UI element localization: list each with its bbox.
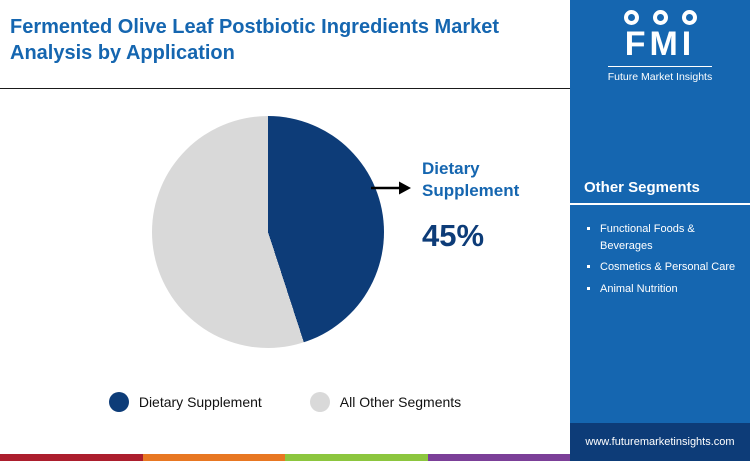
sidebar: FMI Future Market Insights Other Segment… (570, 0, 750, 461)
sidebar-footer: www.futuremarketinsights.com (570, 423, 750, 461)
chart-legend: Dietary Supplement All Other Segments (0, 392, 570, 412)
page-title: Fermented Olive Leaf Postbiotic Ingredie… (10, 16, 500, 64)
legend-swatch-dietary-supplement (108, 392, 129, 412)
legend-item-all-other-segments: All Other Segments (309, 392, 462, 412)
legend-swatch-all-other-segments (309, 392, 330, 412)
legend-label: All Other Segments (339, 394, 462, 410)
strip-segment-red (0, 454, 143, 461)
list-item: Functional Foods & Beverages (600, 221, 750, 254)
fmi-logo-icon-middle (652, 10, 668, 25)
strip-segment-green (285, 454, 428, 461)
fmi-logo-subtitle: Future Market Insights (607, 66, 713, 83)
fmi-logo-icon-right (681, 10, 697, 25)
fmi-logo-icon-left (623, 10, 639, 25)
callout-arrow-icon (371, 181, 411, 195)
other-segments-heading: Other Segments (584, 179, 700, 196)
other-segments-list: Functional Foods & Beverages Cosmetics &… (570, 221, 750, 297)
fmi-logo-text: FMI (624, 25, 696, 63)
fmi-logo-icons (570, 10, 750, 25)
legend-label: Dietary Supplement (138, 394, 262, 410)
title-divider (0, 88, 570, 89)
legend-item-dietary-supplement: Dietary Supplement (108, 392, 262, 412)
strip-segment-purple (427, 454, 570, 461)
callout-value: 45% (422, 218, 485, 254)
list-item: Animal Nutrition (600, 281, 750, 298)
pie-chart (152, 116, 384, 348)
website-url[interactable]: www.futuremarketinsights.com (585, 436, 735, 448)
chart-panel: Fermented Olive Leaf Postbiotic Ingredie… (0, 16, 570, 461)
pie-callout: Dietary Supplement 45% (422, 158, 542, 254)
callout-label: Dietary Supplement (422, 159, 520, 201)
fmi-logo: FMI Future Market Insights (570, 0, 750, 85)
brand-color-strip (0, 454, 570, 461)
strip-segment-orange (142, 454, 285, 461)
other-segments-underline (570, 203, 750, 205)
list-item: Cosmetics & Personal Care (600, 259, 750, 276)
